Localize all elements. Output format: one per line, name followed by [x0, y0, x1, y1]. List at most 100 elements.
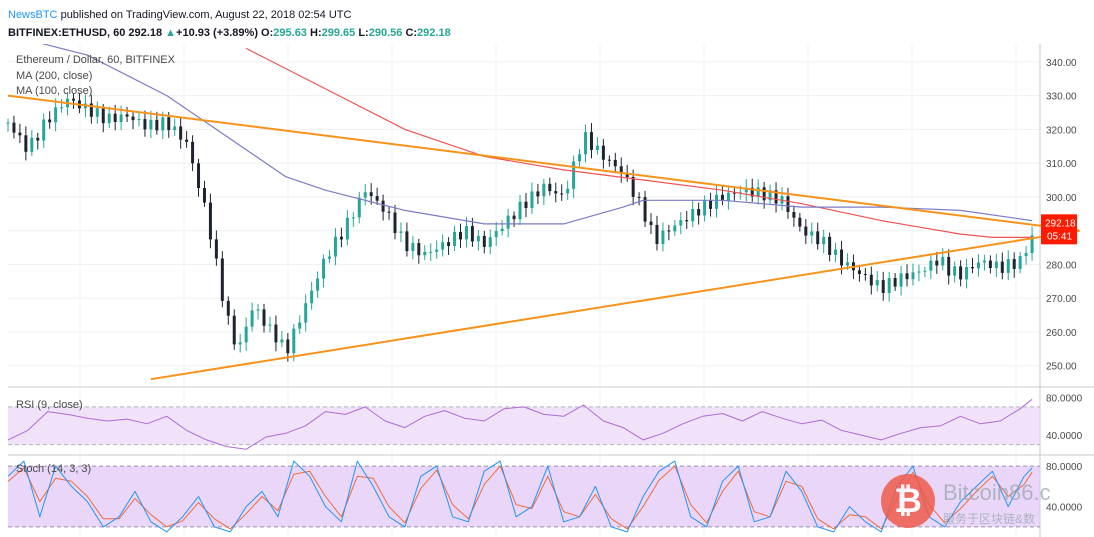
candle-body	[720, 194, 724, 201]
candle-body	[905, 273, 909, 280]
symbol-label[interactable]: BITFINEX:ETHUSD, 60	[8, 27, 126, 39]
candle-body	[976, 262, 980, 269]
candle-body	[155, 119, 159, 131]
candle-body	[971, 267, 975, 269]
candle-body	[447, 242, 451, 246]
candle-body	[30, 137, 34, 152]
candle-body	[726, 192, 730, 201]
candle-body	[322, 258, 326, 279]
candle-body	[709, 199, 713, 209]
watermark-text: Bitcoin86.c	[943, 480, 1051, 505]
bitcoin-logo-icon: ₿	[881, 474, 935, 528]
candle-body	[643, 197, 647, 222]
candle-body	[637, 196, 641, 198]
candle-body	[435, 249, 439, 252]
candle-body	[429, 251, 433, 253]
close-label: C:	[405, 27, 418, 39]
candle-body	[345, 217, 349, 240]
candle-body	[750, 187, 754, 197]
stoch-label[interactable]: Stoch (14, 3, 3)	[16, 463, 92, 475]
candle-body	[197, 163, 201, 189]
low-value: 290.56	[368, 27, 403, 39]
rsi-tick-label: 40.0000	[1046, 431, 1083, 442]
candle-body	[911, 272, 915, 280]
y-tick-label: 310.00	[1046, 159, 1077, 170]
rsi-label[interactable]: RSI (9, close)	[16, 399, 83, 411]
candle-body	[179, 126, 183, 140]
candle-body	[982, 260, 986, 263]
candle-body	[655, 224, 659, 245]
candle-body	[357, 197, 361, 218]
candle-body	[506, 215, 510, 229]
candle-body	[1018, 256, 1022, 269]
y-tick-label: 250.00	[1046, 362, 1077, 373]
candle-body	[488, 237, 492, 247]
candle-body	[494, 231, 498, 238]
stoch-k-line	[7, 460, 1033, 533]
y-tick-label: 340.00	[1046, 58, 1077, 69]
candle-body	[339, 236, 343, 240]
candle-body	[286, 339, 290, 354]
ohlc-line: BITFINEX:ETHUSD, 60 292.18 ▲+10.93 (+3.8…	[8, 27, 451, 39]
lower-trendline	[150, 229, 1080, 381]
candle-body	[631, 177, 635, 197]
candle-body	[89, 103, 93, 117]
candle-body	[369, 192, 373, 197]
candle-body	[12, 122, 16, 133]
candle-body	[941, 256, 945, 266]
candle-body	[816, 231, 820, 245]
candle-body	[1012, 259, 1016, 269]
stoch-tick-label: 80.0000	[1046, 462, 1083, 473]
upper-trendline	[7, 94, 1080, 232]
y-tick-label: 320.00	[1046, 125, 1077, 136]
candle-body	[953, 266, 957, 276]
candle-body	[304, 303, 308, 323]
candle-body	[703, 199, 707, 216]
stoch-band	[8, 466, 1040, 527]
candle-body	[173, 126, 177, 131]
candle-body	[24, 135, 28, 152]
candle-body	[566, 188, 570, 194]
candle-body	[316, 278, 320, 291]
candle-body	[119, 114, 123, 122]
open-label: O:	[261, 27, 274, 39]
low-label: L:	[358, 27, 369, 39]
legend-ma200[interactable]: MA (200, close)	[16, 70, 93, 82]
candle-body	[744, 187, 748, 193]
publisher-name[interactable]: NewsBTC	[8, 9, 58, 21]
candle-body	[36, 137, 40, 141]
candle-body	[965, 267, 969, 280]
candle-body	[679, 220, 683, 226]
candle-body	[893, 277, 897, 287]
candle-body	[1030, 235, 1034, 254]
chart-canvas[interactable]: 250.00260.00270.00280.00290.00300.00310.…	[0, 44, 1094, 537]
candle-body	[202, 188, 206, 203]
candle-body	[149, 119, 153, 130]
candle-body	[411, 243, 415, 252]
candle-body	[458, 231, 462, 240]
candle-body	[917, 271, 921, 273]
candle-body	[363, 192, 367, 198]
y-tick-label: 300.00	[1046, 193, 1077, 204]
y-tick-label: 330.00	[1046, 92, 1077, 103]
candle-body	[554, 191, 558, 194]
candle-body	[113, 113, 117, 122]
candle-body	[185, 139, 189, 142]
candle-body	[988, 260, 992, 268]
candle-body	[351, 217, 355, 219]
candle-body	[381, 200, 385, 212]
candle-body	[464, 226, 468, 240]
candle-body	[601, 145, 605, 160]
candle-body	[589, 132, 593, 150]
candle-body	[274, 324, 278, 343]
candle-body	[715, 194, 719, 209]
last-price-tag	[1041, 214, 1077, 245]
candle-body	[238, 342, 242, 345]
candle-body	[470, 226, 474, 242]
legend-ma100[interactable]: MA (100, close)	[16, 85, 93, 97]
candle-body	[512, 215, 516, 220]
candle-body	[798, 217, 802, 227]
candle-body	[208, 202, 212, 240]
price-change: +10.93 (+3.89%)	[176, 27, 258, 39]
candle-body	[42, 119, 46, 141]
